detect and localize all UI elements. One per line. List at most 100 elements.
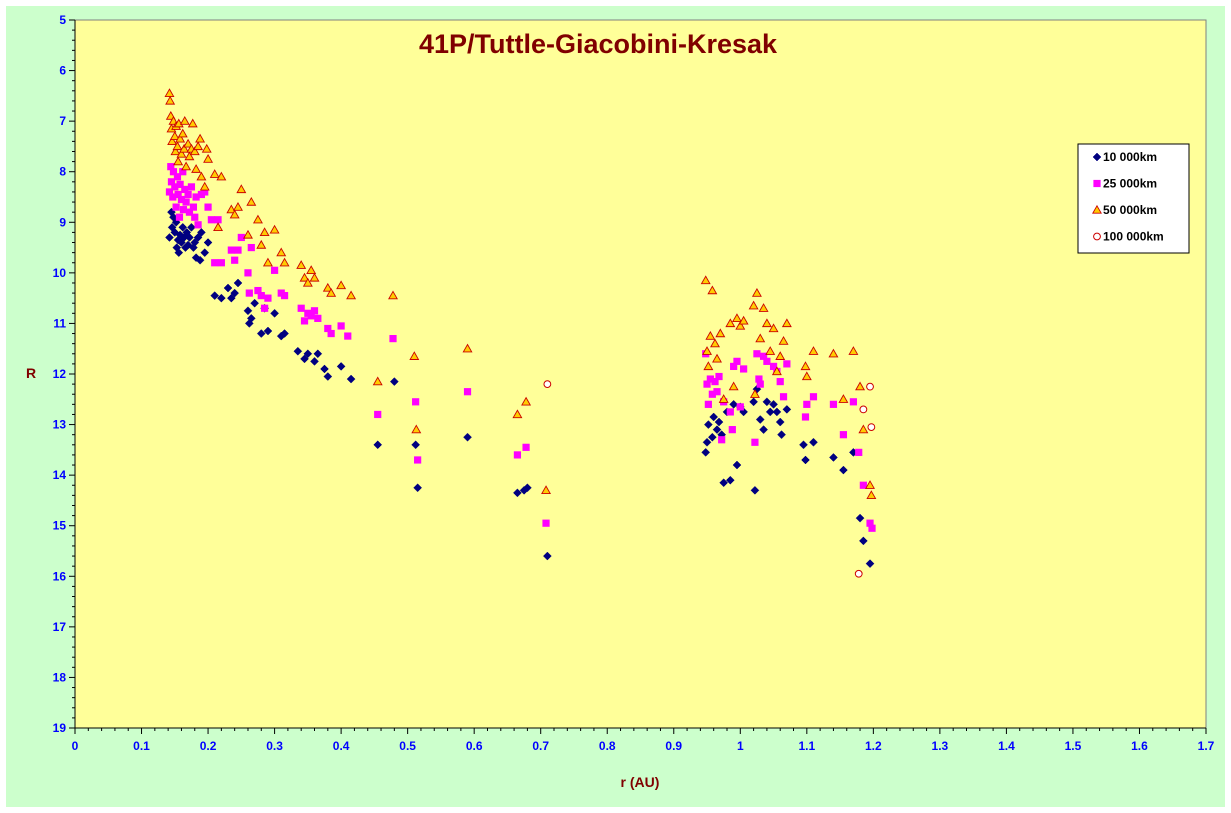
data-point xyxy=(513,451,522,459)
legend-marker xyxy=(1092,152,1102,162)
y-tick-label: 14 xyxy=(53,468,67,482)
data-point xyxy=(320,364,329,374)
data-point xyxy=(216,171,227,181)
data-point xyxy=(197,228,206,237)
data-point xyxy=(765,407,775,417)
data-point xyxy=(759,425,768,434)
data-point xyxy=(196,171,207,181)
x-tick-label: 1.7 xyxy=(1198,739,1215,753)
x-tick-label: 1.3 xyxy=(932,739,949,753)
data-point xyxy=(389,335,397,343)
plot-area xyxy=(74,19,1207,729)
data-point xyxy=(800,361,811,371)
data-point xyxy=(703,380,711,388)
x-tick-label: 0.3 xyxy=(266,739,283,753)
data-point xyxy=(707,432,717,442)
data-point xyxy=(702,346,713,355)
data-point xyxy=(749,389,760,398)
data-point xyxy=(195,255,205,265)
data-point xyxy=(203,238,213,247)
data-points xyxy=(164,88,877,578)
legend-item: 10 000km xyxy=(1092,150,1157,164)
data-point xyxy=(867,423,876,432)
data-point xyxy=(279,257,290,267)
data-point xyxy=(855,381,866,391)
data-point xyxy=(179,206,188,214)
data-point xyxy=(236,184,247,194)
data-point xyxy=(718,436,726,444)
legend-item: 100 000km xyxy=(1093,230,1164,244)
data-point xyxy=(755,333,766,343)
data-point xyxy=(346,374,356,384)
data-point xyxy=(728,426,736,434)
data-point xyxy=(167,178,176,186)
y-tick-label: 5 xyxy=(59,13,66,27)
data-point xyxy=(769,362,778,371)
data-point xyxy=(256,239,267,249)
data-point xyxy=(169,193,177,201)
data-point xyxy=(768,323,779,333)
data-point xyxy=(172,203,180,211)
data-point xyxy=(708,390,716,398)
data-point xyxy=(259,227,270,237)
data-point xyxy=(300,354,309,364)
legend-marker xyxy=(1093,232,1101,241)
data-point xyxy=(799,440,808,450)
data-point xyxy=(701,448,711,457)
data-point xyxy=(280,329,289,338)
data-point xyxy=(771,366,782,376)
y-tick-label: 7 xyxy=(59,114,66,128)
data-point xyxy=(736,403,744,411)
x-tick-label: 1 xyxy=(737,739,744,753)
data-point xyxy=(346,290,357,300)
chart-title: 41P/Tuttle-Giacobini-Kresak xyxy=(419,29,778,59)
data-point xyxy=(246,314,256,323)
chart-area: 41P/Tuttle-Giacobini-Kresak r (AU) R 0 0.… xyxy=(6,6,1225,807)
data-point xyxy=(522,443,530,451)
data-point xyxy=(703,361,714,371)
data-point xyxy=(865,559,875,568)
data-point xyxy=(179,143,190,153)
data-point xyxy=(735,320,746,330)
data-point xyxy=(293,346,303,356)
data-point xyxy=(728,381,739,391)
x-tick-label: 0.2 xyxy=(200,739,217,753)
data-point xyxy=(779,393,788,401)
data-point xyxy=(179,116,190,125)
data-point xyxy=(175,133,186,143)
data-point xyxy=(751,287,762,297)
data-point xyxy=(776,377,784,386)
data-point xyxy=(262,257,273,267)
data-point xyxy=(191,213,199,221)
data-point xyxy=(326,287,337,297)
data-point xyxy=(263,326,273,336)
data-point xyxy=(523,483,532,493)
data-point xyxy=(177,195,186,204)
data-point xyxy=(372,376,383,386)
data-point xyxy=(193,233,203,242)
data-point xyxy=(866,490,877,500)
x-tick-label: 1.6 xyxy=(1131,739,1148,753)
y-tick-label: 6 xyxy=(59,64,66,78)
series-2 xyxy=(164,88,877,500)
data-point xyxy=(866,519,874,527)
data-point xyxy=(181,185,189,194)
chart-svg: 41P/Tuttle-Giacobini-Kresak r (AU) R 0 0.… xyxy=(26,13,1215,790)
data-point xyxy=(778,336,789,345)
data-point xyxy=(306,265,317,274)
data-point xyxy=(237,233,245,242)
y-tick-label: 18 xyxy=(53,670,67,684)
y-tick-label: 9 xyxy=(59,215,66,229)
data-point xyxy=(223,283,233,293)
data-point xyxy=(309,272,320,282)
data-point xyxy=(276,247,287,257)
data-point xyxy=(201,188,209,196)
data-point xyxy=(226,293,236,303)
data-point xyxy=(751,438,759,446)
data-point xyxy=(322,282,333,292)
data-point xyxy=(252,214,263,224)
data-point xyxy=(758,303,769,312)
data-point xyxy=(229,209,240,219)
series-3 xyxy=(543,380,876,578)
data-point xyxy=(167,136,178,146)
